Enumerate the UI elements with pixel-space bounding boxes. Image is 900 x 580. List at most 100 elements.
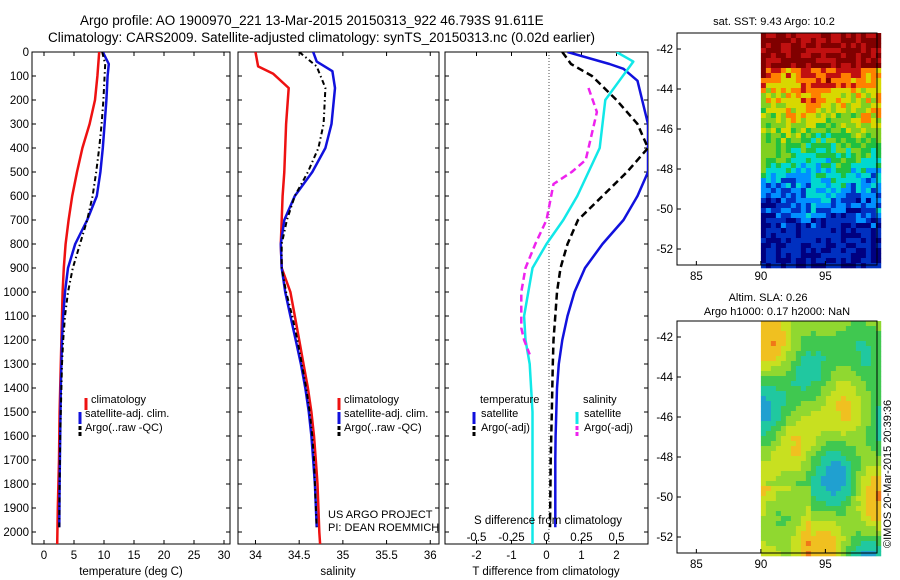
heatmap-cell xyxy=(770,336,777,342)
heatmap-cell xyxy=(810,551,817,557)
heatmap-cell xyxy=(760,143,767,149)
heatmap-cell xyxy=(810,248,817,254)
heatmap-cell xyxy=(825,406,832,412)
heatmap-cell xyxy=(820,371,827,377)
heatmap-cell xyxy=(815,243,822,249)
heatmap-cell xyxy=(790,341,797,347)
heatmap-cell xyxy=(835,326,842,332)
heatmap-cell xyxy=(785,203,792,209)
salinity-legend-climatology: climatology xyxy=(344,394,400,406)
heatmap-cell xyxy=(770,218,777,224)
heatmap-cell xyxy=(800,98,807,104)
heatmap-cell xyxy=(760,238,767,244)
heatmap-cell xyxy=(825,193,832,199)
heatmap-cell xyxy=(850,341,857,347)
heatmap-cell xyxy=(810,88,817,94)
heatmap-cell xyxy=(805,263,812,269)
heatmap-cell xyxy=(865,356,872,362)
heatmap-cell xyxy=(850,68,857,74)
heatmap-cell xyxy=(820,446,827,452)
heatmap-cell xyxy=(850,143,857,149)
heatmap-cell xyxy=(820,33,827,39)
heatmap-cell xyxy=(825,446,832,452)
heatmap-cell xyxy=(840,188,847,194)
heatmap-cell xyxy=(825,411,832,417)
heatmap-cell xyxy=(765,68,772,74)
difference-salinity-xticks: -0.5 -0.25 0 0.25 0.5 xyxy=(467,532,625,544)
heatmap-cell xyxy=(855,531,862,537)
heatmap-cell xyxy=(790,213,797,219)
heatmap-cell xyxy=(785,406,792,412)
heatmap-cell xyxy=(825,163,832,169)
sla-map-title: Altim. SLA: 0.26 xyxy=(729,292,808,304)
heatmap-cell xyxy=(875,396,882,402)
heatmap-cell xyxy=(820,381,827,387)
heatmap-cell xyxy=(825,336,832,342)
heatmap-cell xyxy=(810,361,817,367)
heatmap-cell xyxy=(780,541,787,547)
heatmap-cell xyxy=(780,113,787,119)
heatmap-cell xyxy=(780,213,787,219)
depth-tick-label: 1900 xyxy=(3,503,29,515)
heatmap-cell xyxy=(800,258,807,264)
heatmap-cell xyxy=(840,103,847,109)
heatmap-cell xyxy=(830,446,837,452)
heatmap-cell xyxy=(810,163,817,169)
heatmap-cell xyxy=(810,123,817,129)
heatmap-cell xyxy=(840,203,847,209)
heatmap-cell xyxy=(830,58,837,64)
heatmap-cell xyxy=(845,208,852,214)
heatmap-cell xyxy=(860,243,867,249)
heatmap-cell xyxy=(790,446,797,452)
heatmap-cell xyxy=(780,416,787,422)
heatmap-cell xyxy=(775,53,782,59)
heatmap-cell xyxy=(845,68,852,74)
heatmap-cell xyxy=(815,88,822,94)
heatmap-cell xyxy=(785,248,792,254)
heatmap-cell xyxy=(790,103,797,109)
heatmap-cell xyxy=(820,93,827,99)
heatmap-cell xyxy=(870,546,877,552)
heatmap-cell xyxy=(810,481,817,487)
heatmap-cell xyxy=(795,526,802,532)
heatmap-cell xyxy=(765,341,772,347)
heatmap-cell xyxy=(865,223,872,229)
heatmap-cell xyxy=(855,138,862,144)
heatmap-cell xyxy=(815,496,822,502)
heatmap-cell xyxy=(815,158,822,164)
heatmap-cell xyxy=(765,451,772,457)
heatmap-cell xyxy=(810,58,817,64)
heatmap-cell xyxy=(785,223,792,229)
heatmap-cell xyxy=(865,123,872,129)
heatmap-cell xyxy=(820,521,827,527)
heatmap-cell xyxy=(820,476,827,482)
heatmap-cell xyxy=(835,88,842,94)
heatmap-cell xyxy=(765,446,772,452)
heatmap-cell xyxy=(850,386,857,392)
heatmap-cell xyxy=(820,223,827,229)
heatmap-cell xyxy=(815,486,822,492)
heatmap-cell xyxy=(775,103,782,109)
heatmap-cell xyxy=(800,431,807,437)
heatmap-cell xyxy=(860,476,867,482)
heatmap-cell xyxy=(825,103,832,109)
heatmap-cell xyxy=(785,128,792,134)
heatmap-cell xyxy=(805,446,812,452)
heatmap-cell xyxy=(805,113,812,119)
heatmap-cell xyxy=(765,53,772,59)
heatmap-cell xyxy=(760,53,767,59)
heatmap-cell xyxy=(765,188,772,194)
heatmap-cell xyxy=(795,88,802,94)
heatmap-cell xyxy=(765,63,772,69)
heatmap-cell xyxy=(810,108,817,114)
heatmap-cell xyxy=(820,113,827,119)
heatmap-cell xyxy=(820,481,827,487)
heatmap-cell xyxy=(845,223,852,229)
heatmap-cell xyxy=(830,521,837,527)
heatmap-cell xyxy=(835,461,842,467)
heatmap-cell xyxy=(860,88,867,94)
heatmap-cell xyxy=(800,366,807,372)
heatmap-cell xyxy=(865,183,872,189)
heatmap-cell xyxy=(815,491,822,497)
heatmap-cell xyxy=(845,33,852,39)
